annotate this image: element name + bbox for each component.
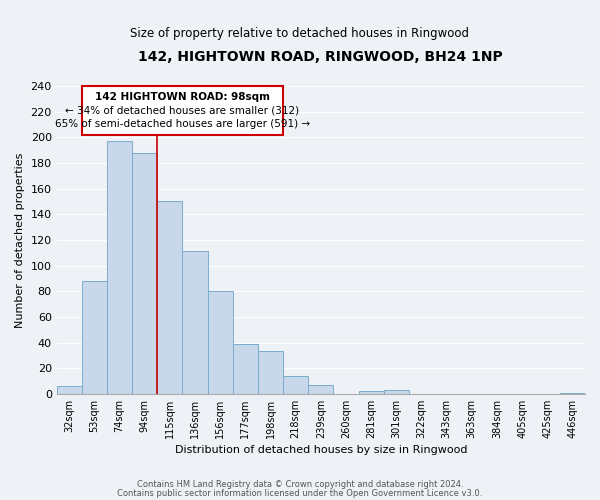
Title: 142, HIGHTOWN ROAD, RINGWOOD, BH24 1NP: 142, HIGHTOWN ROAD, RINGWOOD, BH24 1NP — [139, 50, 503, 64]
Bar — [82, 281, 107, 394]
Bar — [384, 390, 409, 394]
Text: ← 34% of detached houses are smaller (312): ← 34% of detached houses are smaller (31… — [65, 106, 299, 116]
Bar — [107, 141, 132, 394]
Text: Contains HM Land Registry data © Crown copyright and database right 2024.: Contains HM Land Registry data © Crown c… — [137, 480, 463, 489]
Text: Size of property relative to detached houses in Ringwood: Size of property relative to detached ho… — [131, 28, 470, 40]
Text: 65% of semi-detached houses are larger (591) →: 65% of semi-detached houses are larger (… — [55, 119, 310, 129]
Bar — [258, 352, 283, 394]
X-axis label: Distribution of detached houses by size in Ringwood: Distribution of detached houses by size … — [175, 445, 467, 455]
Bar — [182, 252, 208, 394]
Text: 142 HIGHTOWN ROAD: 98sqm: 142 HIGHTOWN ROAD: 98sqm — [95, 92, 270, 102]
Bar — [157, 202, 182, 394]
Bar — [132, 152, 157, 394]
Y-axis label: Number of detached properties: Number of detached properties — [15, 152, 25, 328]
Bar — [359, 392, 384, 394]
Bar — [308, 385, 334, 394]
Text: Contains public sector information licensed under the Open Government Licence v3: Contains public sector information licen… — [118, 488, 482, 498]
Bar — [283, 376, 308, 394]
Bar — [560, 392, 585, 394]
Bar — [208, 291, 233, 394]
Bar — [233, 344, 258, 394]
Bar — [56, 386, 82, 394]
FancyBboxPatch shape — [82, 86, 283, 134]
